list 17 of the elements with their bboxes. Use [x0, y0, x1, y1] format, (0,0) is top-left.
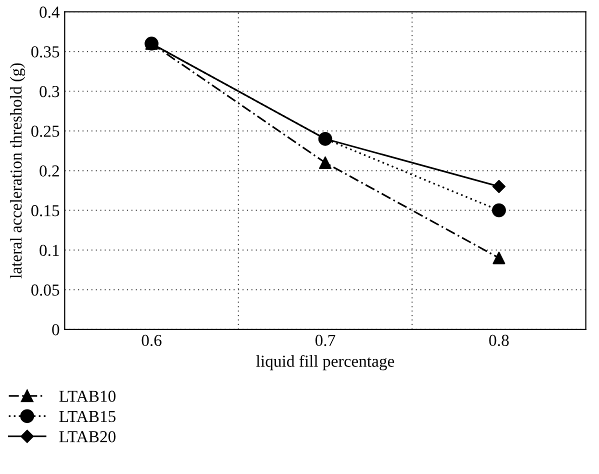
y-tick-label: 0.2 [40, 165, 59, 177]
x-tick-label: 0.8 [489, 334, 509, 346]
x-axis-title: liquid fill percentage [256, 354, 394, 370]
y-tick-label: 0.3 [40, 86, 60, 98]
y-tick-label: 0.4 [40, 6, 60, 18]
y-tick-label: 0.1 [40, 244, 59, 256]
legend-label: LTAB15 [59, 410, 116, 422]
y-axis-title: lateral acceleration threshold (g) [10, 63, 26, 278]
y-tick-label: 0.25 [31, 126, 60, 137]
legend-label: LTAB20 [59, 431, 116, 442]
y-tick-label: 0.15 [31, 205, 60, 216]
y-tick-label: 0.05 [31, 284, 60, 296]
y-tick-label: 0.35 [31, 46, 60, 58]
legend-label: LTAB10 [59, 390, 116, 402]
y-tick-label: 0 [52, 324, 60, 336]
x-tick-label: 0.7 [315, 334, 336, 346]
x-tick-label: 0.6 [142, 334, 162, 346]
